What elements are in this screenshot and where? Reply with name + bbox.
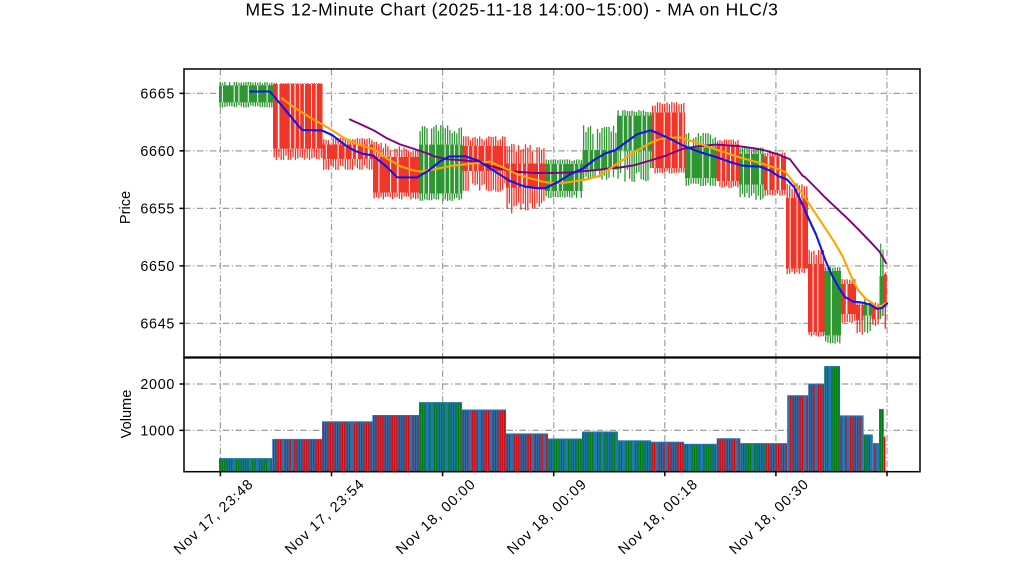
svg-text:MES 12-Minute Chart (2025-11-1: MES 12-Minute Chart (2025-11-18 14:00~15… — [246, 0, 779, 20]
svg-text:1000: 1000 — [140, 423, 175, 439]
svg-text:2000: 2000 — [140, 377, 175, 393]
svg-text:Price: Price — [118, 191, 134, 224]
svg-text:Volume: Volume — [119, 390, 135, 439]
svg-text:6650: 6650 — [140, 259, 175, 275]
svg-text:6665: 6665 — [140, 86, 175, 102]
svg-text:6655: 6655 — [140, 201, 175, 217]
svg-text:6645: 6645 — [140, 316, 175, 332]
svg-text:6660: 6660 — [140, 144, 175, 160]
